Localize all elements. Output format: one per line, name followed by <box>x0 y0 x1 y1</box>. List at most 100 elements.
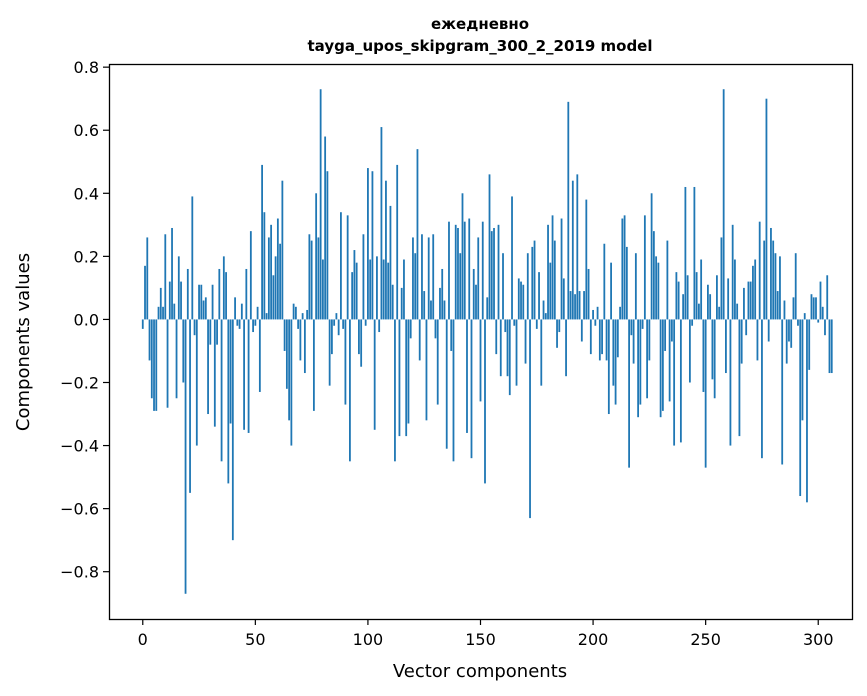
bar <box>333 319 336 326</box>
bar <box>315 193 318 320</box>
bar <box>407 319 410 424</box>
bar <box>436 319 439 405</box>
y-tick-label: 0.0 <box>74 310 99 329</box>
bar <box>698 303 700 320</box>
bar <box>488 174 491 320</box>
bar <box>621 218 624 320</box>
bar <box>198 284 200 320</box>
bar <box>146 237 149 320</box>
bar <box>526 253 529 320</box>
bar <box>828 319 831 374</box>
bar <box>376 256 378 320</box>
bar <box>173 303 176 320</box>
bar <box>740 319 743 364</box>
bar <box>439 287 441 320</box>
bar <box>648 319 651 361</box>
bar <box>797 319 799 326</box>
bar <box>461 193 464 320</box>
bar <box>441 268 444 320</box>
bar <box>549 262 552 320</box>
bar <box>155 319 158 411</box>
bar <box>141 319 144 329</box>
bar <box>508 319 511 396</box>
bar <box>175 319 178 399</box>
bar <box>776 291 779 320</box>
bar <box>601 319 603 355</box>
bar <box>321 259 324 320</box>
bar <box>193 319 196 336</box>
y-tick-label: −0.6 <box>60 500 99 519</box>
bar <box>218 268 221 320</box>
bar <box>472 268 475 320</box>
bar <box>279 243 282 320</box>
bar <box>499 319 502 377</box>
bar <box>650 193 653 320</box>
bar <box>623 215 626 320</box>
bar <box>682 294 685 320</box>
bar <box>625 246 628 320</box>
bar <box>225 272 227 320</box>
bar <box>486 297 489 320</box>
bar <box>387 262 390 320</box>
bar <box>306 309 309 320</box>
bar <box>412 237 414 320</box>
bar <box>297 319 300 329</box>
bar <box>817 319 820 323</box>
bar <box>164 234 167 320</box>
bar <box>749 281 752 320</box>
bar <box>229 319 232 424</box>
bar <box>493 227 495 320</box>
bar <box>299 319 302 361</box>
bar <box>362 234 365 320</box>
bar <box>211 284 214 320</box>
bar <box>177 256 180 320</box>
x-tick-label: 200 <box>578 630 609 649</box>
bar <box>290 319 293 446</box>
bar <box>788 319 790 342</box>
x-axis-label: Vector components <box>393 661 567 682</box>
bar <box>720 237 723 320</box>
bar <box>335 313 338 320</box>
bar <box>398 319 401 437</box>
bar <box>664 319 667 351</box>
y-tick-label: 0.6 <box>74 121 99 140</box>
bar <box>189 319 191 493</box>
bar <box>785 319 788 364</box>
x-axis-ticks: 0 50 100 150 200 250 300 <box>138 619 834 649</box>
bar <box>171 227 173 320</box>
bar <box>522 284 525 320</box>
bar <box>736 303 739 320</box>
bar <box>351 272 354 320</box>
bar <box>369 259 372 320</box>
bar <box>781 319 784 465</box>
bar <box>477 237 480 320</box>
bar <box>695 272 698 320</box>
plot-frame <box>108 63 854 621</box>
bar <box>144 265 146 320</box>
bar <box>538 272 540 320</box>
bar <box>691 319 694 326</box>
bar <box>310 240 313 320</box>
bar <box>443 300 446 320</box>
bar <box>576 174 579 320</box>
bar <box>331 319 333 355</box>
bar <box>774 253 777 320</box>
bar <box>752 265 754 320</box>
bar <box>360 319 363 367</box>
bar <box>571 180 574 320</box>
bar <box>652 231 655 320</box>
bar <box>794 253 797 320</box>
bar <box>394 319 396 462</box>
bar <box>234 297 236 320</box>
bar <box>207 319 209 415</box>
bar <box>389 205 392 320</box>
bar <box>594 319 597 326</box>
bar <box>342 319 345 329</box>
bar <box>758 221 761 320</box>
bar <box>540 319 543 386</box>
bar <box>704 319 707 468</box>
bar <box>738 319 741 437</box>
bar <box>385 180 387 320</box>
bar <box>425 319 428 421</box>
bar <box>153 319 155 411</box>
